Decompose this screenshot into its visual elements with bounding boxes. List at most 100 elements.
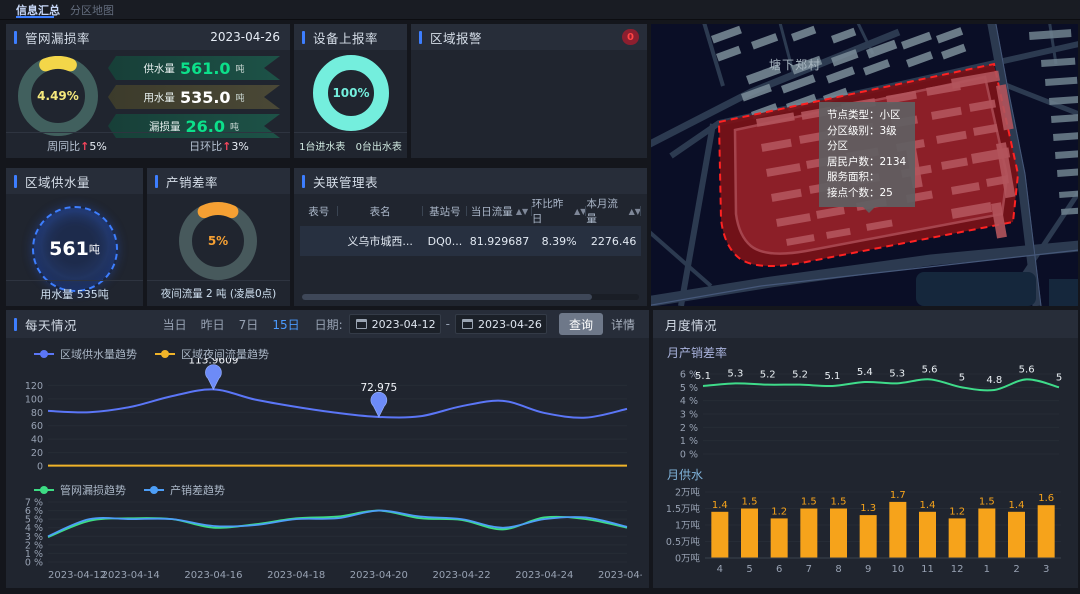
leakage-footer: 周同比↑5% 日环比↑3% (6, 132, 290, 158)
alarm-count-badge: 0 (622, 29, 639, 45)
svg-text:1.2: 1.2 (771, 506, 787, 517)
col-station-no: 基站号 (423, 200, 468, 222)
svg-text:5 %: 5 % (25, 515, 43, 526)
accent-bar (302, 174, 305, 188)
svg-text:5.4: 5.4 (857, 367, 873, 378)
detail-button[interactable]: 详情 (610, 317, 635, 332)
date-from-input[interactable]: 2023-04-12 (348, 314, 441, 334)
svg-text:4.8: 4.8 (986, 375, 1002, 386)
svg-text:7 %: 7 % (25, 498, 43, 509)
range-tab-today[interactable]: 当日 (162, 317, 187, 332)
svg-text:5.1: 5.1 (825, 371, 841, 382)
col-today-flow[interactable]: 当日流量 ▲▼ (467, 200, 532, 222)
svg-text:120: 120 (25, 381, 43, 392)
svg-text:10: 10 (891, 564, 904, 575)
tab-zone-map[interactable]: 分区地图 (70, 4, 114, 17)
svg-text:0.5万吨: 0.5万吨 (666, 536, 701, 548)
svg-text:6 %: 6 % (25, 506, 43, 517)
panel-meter-table: 关联管理表 表号 表名 基站号 当日流量 ▲▼ 环比昨日 ▲▼ 本月流量 ▲▼ 义乌市… (294, 168, 647, 306)
accent-bar (302, 30, 305, 44)
zone-map[interactable]: 塘下郑村 节点类型：小区 分区级别：3级分区 居民户数：2134 服务面积： 接… (651, 24, 1078, 306)
col-meter-no: 表号 (300, 200, 338, 222)
panel-title: 管网漏损率 (25, 30, 91, 46)
monthly-supply-bar-chart: 0万吨 0.5万吨 1万吨 1.5万吨 2万吨 1.4 4 1.5 5 1.2 6 1.5 7 1.5 8 1… (666, 487, 1061, 575)
up-arrow-icon: ↑ (80, 139, 90, 153)
horizontal-scrollbar[interactable] (302, 294, 639, 300)
tab-info-summary[interactable]: 信息汇总 (16, 4, 60, 17)
leakage-stats: 供水量 561.0 吨 用水量 535.0 吨 漏损量 26.0 吨 (108, 56, 280, 143)
daily-rate-line-chart: 0 %1 %2 %3 %4 %5 %6 %7 %2023-04-122023-0… (25, 498, 642, 582)
calendar-icon (355, 319, 367, 329)
table-row[interactable]: 义乌市城西... DQ0... 81.929687 8.39% 2276.46 (300, 226, 641, 256)
svg-text:2023-04-18: 2023-04-18 (267, 570, 325, 581)
panel-title: 产销差率 (166, 174, 219, 190)
svg-text:2023-04-26: 2023-04-26 (598, 570, 642, 581)
svg-text:2 %: 2 % (680, 423, 698, 434)
panel-title: 关联管理表 (313, 174, 379, 190)
date-to-input[interactable]: 2023-04-26 (454, 314, 547, 334)
svg-text:3: 3 (1043, 564, 1049, 575)
sort-icon: ▲▼ (515, 206, 529, 216)
panel-date: 2023-04-26 (210, 30, 280, 44)
svg-text:0 %: 0 % (680, 450, 698, 461)
svg-text:1.5万吨: 1.5万吨 (666, 503, 701, 515)
svg-text:1.5: 1.5 (801, 497, 817, 508)
svg-text:1.3: 1.3 (860, 503, 876, 514)
stat-pill-usage: 用水量 535.0 吨 (108, 85, 280, 109)
svg-text:1万吨: 1万吨 (675, 520, 701, 532)
svg-text:2万吨: 2万吨 (675, 487, 701, 499)
range-tab-15d[interactable]: 15日 (272, 317, 300, 332)
svg-text:2023-04-16: 2023-04-16 (184, 570, 242, 581)
svg-text:4: 4 (717, 564, 723, 575)
svg-text:9: 9 (865, 564, 871, 575)
svg-text:0万吨: 0万吨 (675, 553, 701, 565)
panel-region-alarm: 区域报警 0 (411, 24, 647, 158)
panel-pipe-leakage-rate: 管网漏损率 2023-04-26 4.49% 供水量 561.0 吨 用水量 5… (6, 24, 290, 158)
col-month-flow[interactable]: 本月流量 ▲▼ (586, 198, 641, 225)
query-button[interactable]: 查询 (558, 313, 603, 335)
accent-bar (419, 30, 422, 44)
svg-text:4 %: 4 % (680, 396, 698, 407)
svg-text:1.6: 1.6 (1038, 493, 1054, 504)
svg-text:5.2: 5.2 (760, 370, 776, 381)
svg-text:2023-04-22: 2023-04-22 (433, 570, 491, 581)
active-tab-underline (16, 16, 54, 18)
supply-value-circle: 561 吨 (31, 206, 118, 292)
calendar-icon (461, 319, 473, 329)
svg-text:4 %: 4 % (25, 523, 43, 534)
svg-text:0 %: 0 % (25, 558, 43, 569)
svg-text:100: 100 (25, 394, 43, 405)
daily-supply-line-chart: 0 20 40 60 80 100 120 113.9609 72.975 (25, 358, 628, 473)
col-vs-yesterday[interactable]: 环比昨日 ▲▼ (531, 198, 587, 225)
svg-text:40: 40 (31, 435, 43, 446)
svg-text:20: 20 (31, 448, 43, 459)
svg-text:5 %: 5 % (680, 383, 698, 394)
panel-title: 区域报警 (430, 30, 483, 46)
panel-title: 区域供水量 (25, 174, 91, 190)
panel-device-report-rate: 设备上报率 100% 1台进水表 0台出水表 (294, 24, 407, 158)
svg-text:4.49%: 4.49% (37, 89, 79, 103)
svg-text:1.5: 1.5 (742, 497, 758, 508)
scrollbar-thumb[interactable] (302, 294, 592, 300)
leakage-donut-chart: 4.49% (18, 56, 98, 136)
range-tab-yesterday[interactable]: 昨日 (200, 317, 225, 332)
range-tab-7d[interactable]: 7日 (238, 317, 259, 332)
svg-text:113.9609: 113.9609 (188, 358, 238, 366)
accent-bar (14, 174, 17, 188)
svg-text:1.5: 1.5 (979, 497, 995, 508)
svg-text:5.1: 5.1 (695, 371, 711, 382)
svg-text:100%: 100% (332, 86, 369, 100)
sort-icon: ▲▼ (574, 206, 587, 216)
top-nav-bar: 信息汇总 分区地图 (0, 0, 1080, 20)
device-donut-chart: 100% (313, 55, 389, 131)
panel-daily: 每天情况 当日 昨日 7日 15日 日期: 2023-04-12 - 2023-… (6, 310, 649, 588)
map-tooltip: 节点类型：小区 分区级别：3级分区 居民户数：2134 服务面积： 接点个数：2… (819, 102, 915, 213)
monthly-nrw-subtitle: 月产销差率 (667, 346, 728, 360)
svg-text:5: 5 (1056, 372, 1062, 383)
svg-text:1.7: 1.7 (890, 490, 906, 501)
svg-text:1.2: 1.2 (949, 506, 965, 517)
monthly-supply-subtitle: 月供水 (667, 468, 704, 482)
accent-bar (14, 30, 17, 44)
svg-text:12: 12 (951, 564, 964, 575)
daily-legend-1: 区域供水量趋势 区域夜间流量趋势 (34, 346, 269, 362)
